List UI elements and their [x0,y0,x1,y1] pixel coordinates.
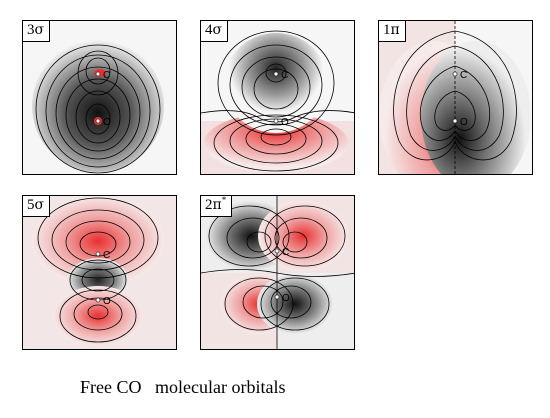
oxygen-label: O [103,296,111,307]
orbital-panel-2pistar: C O 2π* [200,195,355,350]
contour-plot-3sigma: C O [32,40,164,174]
oxygen-label: O [282,293,290,304]
orbital-label-2pistar: 2π* [201,195,233,217]
label-number: 2 [205,197,213,213]
label-superscript: * [221,195,227,205]
orbital-label-5sigma: 5σ [23,196,51,217]
contour-plot-4sigma: C O [201,30,354,174]
label-number: 3 [27,22,35,38]
figure-caption: Free CO molecular orbitals [80,377,286,397]
label-number: 1 [383,22,391,38]
carbon-label: C [103,250,110,261]
contour-plot-5sigma: C O [23,196,176,349]
carbon-label: C [103,70,110,81]
label-number: 4 [205,22,213,38]
label-symbol: π [212,197,222,213]
orbital-panel-3sigma: C O 3σ [22,20,177,175]
contour-plot-1pi: C O [379,21,531,174]
orbital-label-3sigma: 3σ [23,21,51,42]
orbital-panel-5sigma: C O 5σ [22,195,177,350]
orbital-label-1pi: 1π [379,21,406,42]
oxygen-label: O [103,117,111,128]
label-symbol: σ [34,197,45,213]
label-symbol: σ [34,22,45,38]
contour-plot-2pistar: C O [201,196,354,349]
label-symbol: σ [212,22,223,38]
orbital-label-4sigma: 4σ [201,21,229,42]
carbon-label: C [282,247,289,258]
carbon-label: C [460,70,467,81]
oxygen-label: O [460,117,468,128]
label-symbol: π [390,22,400,38]
carbon-label: C [281,70,288,81]
orbital-panel-1pi: C O 1π [378,20,533,175]
label-number: 5 [27,197,35,213]
oxygen-label: O [281,117,289,128]
orbital-panel-4sigma: C O 4σ [200,20,355,175]
